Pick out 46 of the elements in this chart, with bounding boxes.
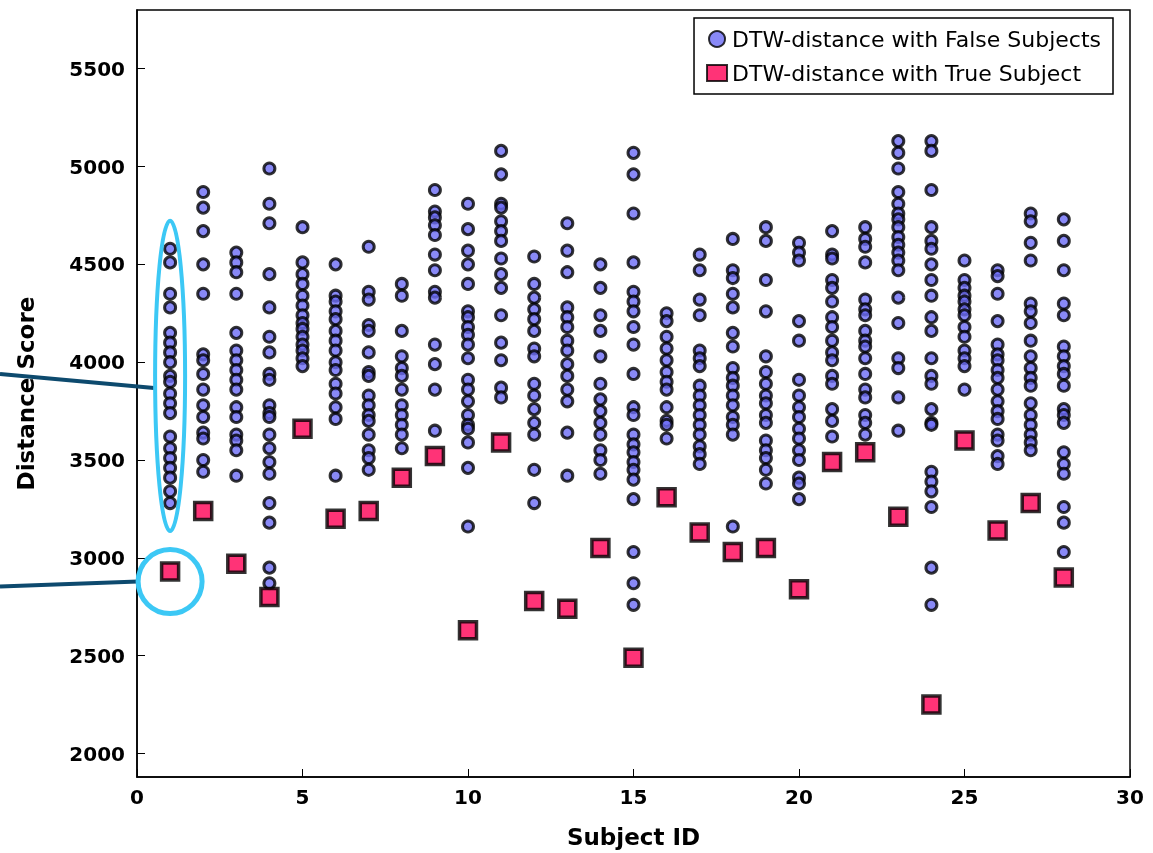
point [292, 418, 313, 439]
legend-label: DTW-distance with True Subject [732, 60, 1082, 86]
x-tick-label: 0 [130, 785, 144, 809]
point [557, 598, 578, 619]
x-axis-title: Subject ID [566, 823, 701, 850]
point [358, 500, 379, 522]
x-tick-label: 30 [1116, 785, 1144, 809]
point [192, 500, 214, 522]
point [226, 553, 247, 574]
y-tick-label: 4000 [69, 350, 125, 375]
point [590, 537, 611, 559]
point [854, 441, 876, 463]
point [1053, 567, 1075, 588]
y-tick-label: 4500 [69, 252, 125, 277]
y-tick-label: 3000 [69, 545, 125, 570]
y-tick-label: 2500 [69, 643, 125, 668]
y-tick-label: 5500 [69, 56, 125, 81]
x-tick-label: 5 [295, 785, 310, 809]
x-tick-label: 10 [454, 785, 482, 809]
y-axis-title: Distance Score [12, 296, 39, 491]
point [623, 647, 644, 668]
point [391, 467, 413, 488]
point [424, 445, 446, 467]
x-tick-label: 20 [785, 785, 813, 809]
point [325, 508, 346, 529]
point [1020, 492, 1041, 514]
point [987, 520, 1008, 541]
y-tick-label: 5000 [69, 154, 125, 179]
y-tick-label: 2000 [69, 741, 125, 766]
point [755, 537, 777, 559]
point [821, 451, 843, 473]
point [523, 590, 545, 612]
x-tick-label: 15 [619, 785, 648, 809]
y-tick-label: 3500 [69, 448, 125, 473]
point [689, 522, 710, 543]
point [722, 541, 744, 563]
legend-label: DTW-distance with False Subjects [732, 26, 1101, 52]
point [259, 586, 280, 608]
point [888, 506, 909, 528]
point [788, 578, 810, 600]
point [656, 486, 677, 508]
point [921, 694, 942, 715]
point [954, 430, 975, 451]
point [490, 432, 512, 453]
x-tick-label: 25 [950, 785, 979, 809]
point [457, 620, 479, 641]
